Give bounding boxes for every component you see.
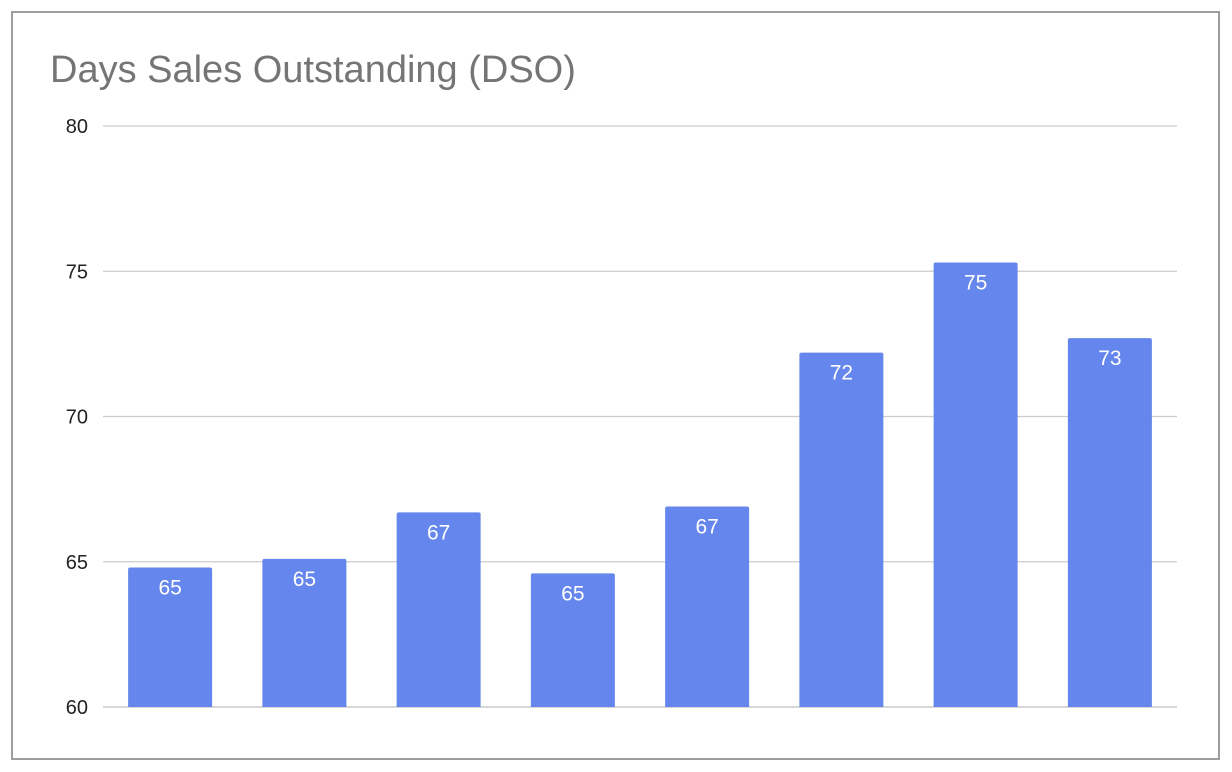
bar-data-label: 65: [293, 568, 316, 591]
bar: [933, 262, 1018, 707]
bar: [262, 558, 347, 707]
chart-title: Days Sales Outstanding (DSO): [50, 49, 576, 91]
y-tick-label: 80: [66, 116, 88, 138]
y-tick-label: 75: [66, 261, 88, 283]
bar-data-label: 65: [158, 577, 181, 600]
bar-data-label: 65: [561, 582, 584, 605]
y-tick-label: 70: [66, 407, 88, 429]
bar-data-label: 73: [1098, 347, 1121, 370]
bar-data-label: 67: [427, 521, 450, 544]
bar: [530, 573, 615, 707]
bars: [128, 262, 1152, 707]
bar-data-label: 72: [830, 362, 853, 385]
y-tick-label: 60: [66, 697, 88, 719]
bar-data-label: 75: [964, 272, 987, 295]
y-tick-label: 65: [66, 552, 88, 574]
y-axis-ticks: 60 65 70 75 80: [66, 116, 88, 719]
bar: [128, 567, 213, 707]
bar: [799, 352, 884, 707]
bar: [396, 512, 481, 707]
bar-data-labels: 65 65 67 65 67 72 75 73: [158, 272, 1121, 606]
bar: [1067, 338, 1152, 707]
chart-frame: [11, 11, 1220, 760]
bar-data-label: 67: [695, 516, 718, 539]
bar: [665, 506, 750, 707]
